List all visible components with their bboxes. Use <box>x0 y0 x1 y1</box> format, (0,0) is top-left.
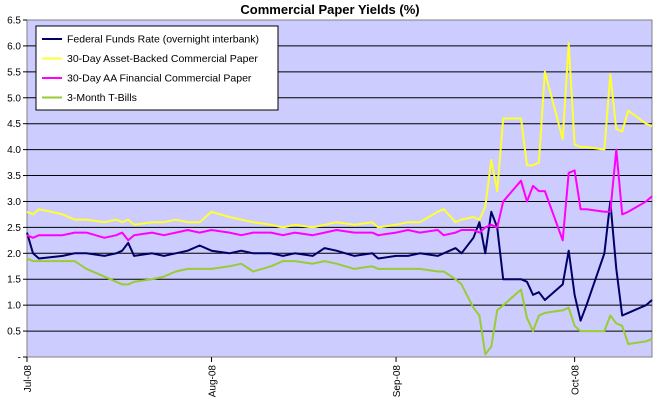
y-tick-label: 6.5 <box>7 16 21 27</box>
series-line-1 <box>26 200 653 322</box>
series-lines <box>26 42 653 356</box>
chart-title: Commercial Paper Yields (%) <box>240 2 419 17</box>
series-line-4 <box>26 257 653 356</box>
x-tick-label: Oct-08 <box>571 365 582 395</box>
legend-label: Federal Funds Rate (overnight interbank) <box>67 34 259 46</box>
series-line-3 <box>26 148 653 242</box>
legend-box <box>35 25 279 111</box>
legend-label: 30-Day Asset-Backed Commercial Paper <box>67 53 258 65</box>
series-line-2 <box>26 42 653 229</box>
y-tick-label: 5.0 <box>7 93 21 104</box>
y-tick-label: 0.5 <box>7 327 21 338</box>
y-tick-label: 2.0 <box>7 249 21 260</box>
legend: Federal Funds Rate (overnight interbank)… <box>35 25 279 111</box>
y-tick-label: 4.5 <box>7 119 21 130</box>
y-tick-label: 4.0 <box>7 145 21 156</box>
y-tick-label: 3.5 <box>7 171 21 182</box>
legend-label: 30-Day AA Financial Commercial Paper <box>67 73 252 85</box>
y-axis: - 0.5 1.0 1.5 2.0 2.5 3.0 3.5 4.0 4.5 5.0 5.5 6.0 6.5 <box>7 16 27 364</box>
y-tick-label: 2.5 <box>7 223 21 234</box>
y-tick-label: 1.5 <box>7 275 21 286</box>
y-tick-label: - <box>18 353 21 364</box>
x-tick-label: Aug-08 <box>208 365 219 398</box>
x-tick-label: Jul-08 <box>23 365 34 393</box>
y-tick-label: 5.5 <box>7 67 21 78</box>
x-tick-label: Sep-08 <box>392 365 403 398</box>
legend-label: 3-Month T-Bills <box>67 92 137 104</box>
y-tick-label: 1.0 <box>7 301 21 312</box>
y-tick-label: 3.0 <box>7 197 21 208</box>
y-tick-label: 6.0 <box>7 41 21 52</box>
x-axis: Jul-08 Aug-08 Sep-08 Oct-08 <box>23 357 582 397</box>
